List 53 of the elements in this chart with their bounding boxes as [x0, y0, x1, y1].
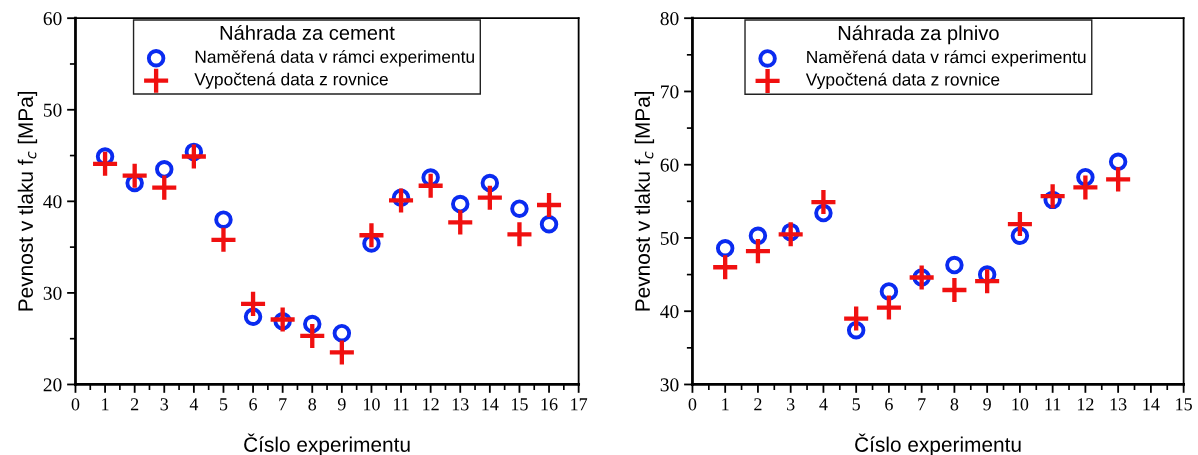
x-tick-label: 14 — [482, 398, 499, 411]
x-tick-label: 4 — [819, 398, 828, 411]
y-tick-label: 30 — [660, 378, 679, 392]
x-tick-label: 1 — [722, 398, 729, 411]
x-tick-label: 6 — [249, 398, 258, 411]
x-tick-label: 10 — [364, 398, 380, 411]
x-tick-label: 5 — [220, 398, 228, 411]
y-axis-title: Pevnost v tlaku f$_{c}$ [MPa] — [634, 91, 655, 311]
x-tick-label: 13 — [452, 398, 469, 411]
x-tick-label: 10 — [1012, 398, 1029, 411]
x-tick-label: 9 — [337, 398, 346, 411]
legend-label: Naměřená data v rámci experimentu — [807, 50, 1086, 67]
x-tick-label: 6 — [885, 398, 893, 411]
y-tick-label: 60 — [43, 12, 62, 26]
x-tick-label: 16 — [541, 398, 558, 411]
y-tick-label: 20 — [43, 378, 62, 392]
y-tick-label: 70 — [661, 85, 679, 99]
x-tick-label: 5 — [852, 398, 860, 411]
x-tick-label: 9 — [983, 398, 991, 411]
x-tick-label: 12 — [1077, 398, 1094, 411]
y-tick-label: 50 — [660, 231, 679, 245]
y-axis-title: Pevnost v tlaku f$_{c}$ [MPa] — [17, 91, 38, 311]
x-tick-label: 7 — [279, 398, 287, 411]
y-tick-label: 50 — [43, 103, 62, 117]
x-tick-label: 13 — [1110, 398, 1127, 411]
x-tick-label: 3 — [787, 398, 795, 411]
x-tick-label: 15 — [512, 398, 528, 411]
x-tick-label: 14 — [1143, 398, 1160, 411]
x-tick-label: 11 — [1045, 398, 1061, 411]
legend-label: Vypočtená data z rovnice — [194, 72, 388, 89]
x-tick-label: 7 — [918, 398, 926, 411]
y-tick-label: 40 — [660, 305, 679, 319]
x-tick-label: 2 — [754, 398, 762, 411]
x-tick-label: 12 — [423, 398, 439, 411]
y-tick-label: 40 — [43, 195, 62, 209]
x-tick-label: 17 — [571, 398, 588, 411]
legend-title: Náhrada za plnivo — [838, 25, 999, 45]
x-tick-label: 1 — [102, 398, 109, 411]
x-tick-label: 4 — [189, 398, 199, 411]
x-tick-label: 2 — [130, 398, 139, 411]
y-tick-label: 80 — [660, 12, 679, 26]
x-tick-label: 0 — [688, 398, 697, 411]
x-tick-label: 8 — [950, 398, 959, 411]
x-tick-label: 8 — [308, 398, 317, 411]
x-tick-label: 11 — [393, 398, 409, 411]
y-tick-label: 60 — [660, 158, 679, 172]
x-tick-label: 0 — [71, 398, 80, 411]
legend-title: Náhrada za cement — [220, 24, 395, 40]
x-tick-label: 3 — [160, 398, 169, 411]
legend-label: Naměřená data v rámci experimentu — [195, 49, 474, 67]
y-tick-label: 30 — [43, 286, 62, 300]
x-tick-label: 15 — [1176, 398, 1192, 411]
legend-label: Vypočtená data z rovnice — [805, 72, 1000, 90]
